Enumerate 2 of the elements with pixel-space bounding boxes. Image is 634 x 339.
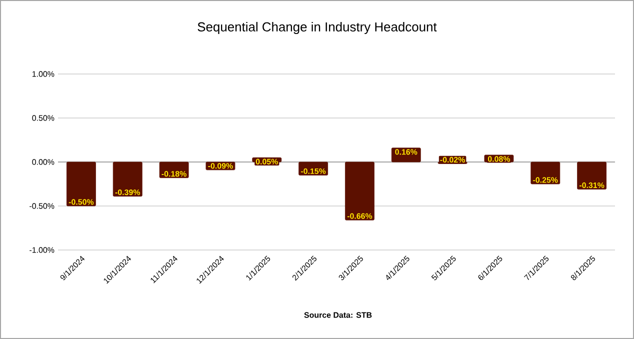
bar [345, 162, 374, 220]
chart-title: Sequential Change in Industry Headcount [198, 22, 437, 34]
